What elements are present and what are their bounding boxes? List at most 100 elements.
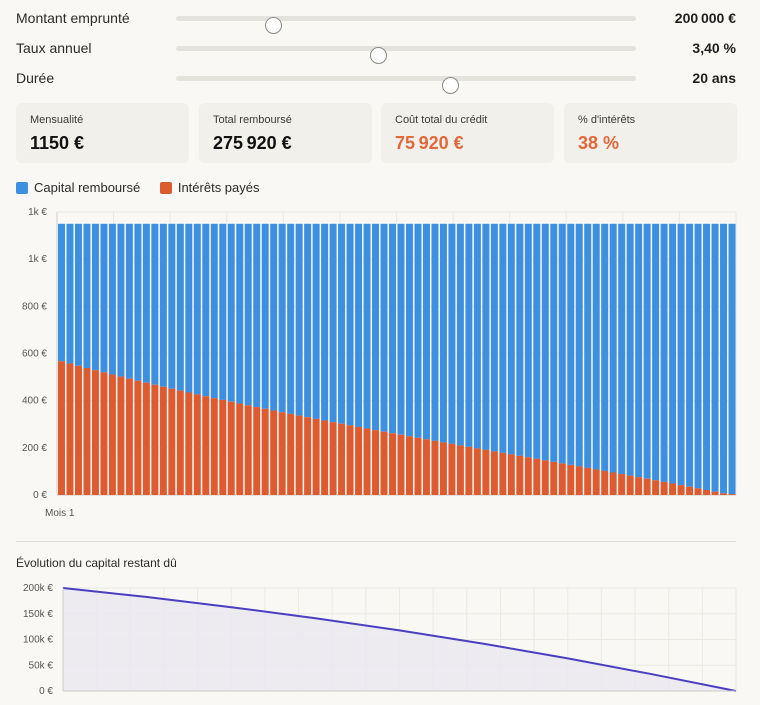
bar-interest [686, 486, 694, 495]
y-tick-label: 0 € [39, 686, 53, 697]
bar-interest [465, 446, 473, 495]
bar-capital [465, 223, 473, 447]
bar-interest [609, 472, 617, 495]
legend-label: Capital remboursé [34, 180, 141, 195]
bar-capital [431, 223, 439, 441]
bar-capital [677, 223, 685, 486]
bar-capital [287, 223, 295, 414]
bar-capital [618, 223, 626, 475]
bar-interest [159, 386, 167, 495]
bar-interest [312, 418, 320, 495]
rate-slider-thumb[interactable] [370, 47, 388, 64]
bar-capital [83, 223, 91, 369]
y-tick-label: 1k € [28, 254, 47, 265]
bar-interest [355, 426, 363, 495]
duration-slider-track[interactable] [176, 76, 636, 94]
monthly-breakdown-chart: 0 € 200 € 400 € 600 € 800 € 1k € 1k € Mois 1 [22, 207, 737, 519]
bar-capital [567, 223, 575, 465]
bar-interest [414, 437, 422, 495]
y-tick-label: 0 € [33, 490, 47, 501]
bar-capital [533, 223, 541, 459]
bar-capital [448, 223, 456, 444]
bar-capital [270, 223, 278, 411]
y-tick-label: 100k € [23, 635, 53, 646]
y-tick-label: 600 € [22, 349, 47, 360]
bar-interest [473, 448, 481, 495]
bar-interest [321, 420, 329, 495]
bar-interest [550, 461, 558, 495]
bar-interest [58, 361, 65, 495]
bar-capital [541, 223, 549, 461]
slider-value: 200 000 € [674, 10, 736, 26]
legend-item-interest[interactable]: Intérêts payés [159, 180, 260, 195]
bar-interest [431, 440, 439, 495]
bar-interest [134, 380, 142, 495]
bar-capital [499, 223, 507, 453]
bar-interest [142, 382, 150, 495]
bar-interest [210, 398, 218, 495]
chart-legend: Capital remboursé Intérêts payés [16, 180, 276, 197]
card-title: Mensualité [30, 114, 84, 126]
bar-capital [210, 223, 218, 399]
slider-label: Durée [16, 70, 55, 86]
bar-interest [108, 374, 116, 495]
bar-capital [108, 223, 116, 375]
legend-label: Intérêts payés [177, 180, 260, 195]
bar-interest [660, 481, 668, 495]
bar-capital [456, 223, 464, 446]
bar-capital [151, 223, 159, 385]
bar-capital [669, 223, 677, 484]
card-value: 1150 € [30, 133, 85, 153]
bar-capital [91, 223, 99, 371]
bar-interest [125, 378, 133, 495]
bar-interest [728, 494, 736, 495]
bar-capital [652, 223, 660, 481]
bar-capital [236, 223, 244, 404]
bar-capital [473, 223, 481, 449]
bar-capital [422, 223, 430, 440]
bar-capital [253, 223, 261, 408]
card-credit-cost: Coût total du crédit 75 920 € [381, 103, 554, 163]
card-total-repaid: Total remboursé 275 920 € [199, 103, 372, 163]
bar-interest [422, 439, 430, 495]
slider-value: 3,40 % [692, 40, 736, 56]
bar-interest [329, 422, 337, 495]
bar-capital [558, 223, 566, 464]
bar-interest [244, 405, 252, 495]
bar-interest [558, 463, 566, 495]
bar-capital [261, 223, 269, 409]
amount-slider-track[interactable] [176, 16, 636, 34]
bar-capital [125, 223, 133, 379]
bar-capital [609, 223, 617, 473]
bar-capital [507, 223, 515, 455]
bar-capital [635, 223, 643, 478]
duration-slider-thumb[interactable] [441, 77, 459, 94]
legend-item-capital[interactable]: Capital remboursé [16, 180, 140, 195]
bar-interest [100, 372, 108, 495]
section-divider [16, 541, 736, 542]
bar-interest [694, 488, 702, 495]
card-title: Total remboursé [213, 114, 292, 126]
bar-capital [405, 223, 413, 437]
bar-capital [66, 223, 74, 364]
bar-capital [329, 223, 337, 423]
bar-capital [660, 223, 668, 482]
rate-slider-track[interactable] [176, 46, 636, 64]
bar-capital [312, 223, 320, 419]
amount-slider-thumb[interactable] [264, 17, 282, 34]
bar-interest [669, 483, 677, 495]
bar-capital [100, 223, 108, 373]
bar-interest [91, 370, 99, 495]
bar-capital [185, 223, 193, 393]
bar-interest [575, 466, 583, 495]
bar-interest [601, 470, 609, 495]
bar-interest [482, 449, 490, 495]
bar-interest [397, 434, 405, 495]
bar-capital [482, 223, 490, 450]
bar-capital [686, 223, 694, 487]
bar-interest [295, 415, 303, 495]
bar-interest [151, 384, 159, 495]
bar-interest [253, 407, 261, 495]
legend-swatch-capital [16, 181, 28, 194]
bar-capital [524, 223, 532, 458]
